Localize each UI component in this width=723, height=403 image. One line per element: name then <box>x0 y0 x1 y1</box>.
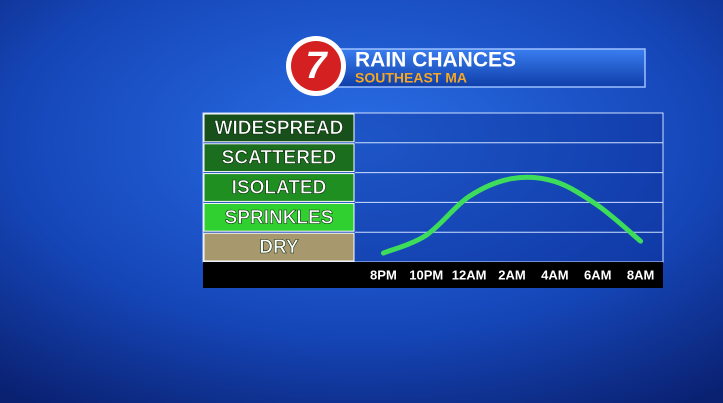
y-tick-band <box>203 173 355 202</box>
y-tick-label: ISOLATED <box>232 178 327 199</box>
y-tick-band <box>203 232 355 262</box>
x-tick-label: 6AM <box>584 267 611 282</box>
y-tick-band <box>203 113 355 143</box>
logo-circle <box>291 41 341 91</box>
chart-title: RAIN CHANCES <box>355 49 516 72</box>
y-tick-band <box>203 202 355 232</box>
y-tick-label: SPRINKLES <box>225 207 334 228</box>
y-tick-label: WIDESPREAD <box>215 118 344 139</box>
y-tick-label: DRY <box>259 237 299 258</box>
header-bar <box>329 48 646 88</box>
x-tick-label: 4AM <box>541 267 568 282</box>
x-tick-label: 8PM <box>370 267 397 282</box>
logo: 7 <box>305 45 328 87</box>
x-tick-label: 2AM <box>498 267 525 282</box>
x-tick-label: 12AM <box>452 267 487 282</box>
x-tick-label: 10PM <box>409 267 443 282</box>
series-line <box>380 174 644 256</box>
x-axis-strip <box>203 262 663 288</box>
chart-subtitle: SOUTHEAST MA <box>355 70 467 86</box>
y-tick-label: SCATTERED <box>222 148 337 169</box>
y-tick-band <box>203 143 355 173</box>
x-tick-label: 8AM <box>627 267 654 282</box>
